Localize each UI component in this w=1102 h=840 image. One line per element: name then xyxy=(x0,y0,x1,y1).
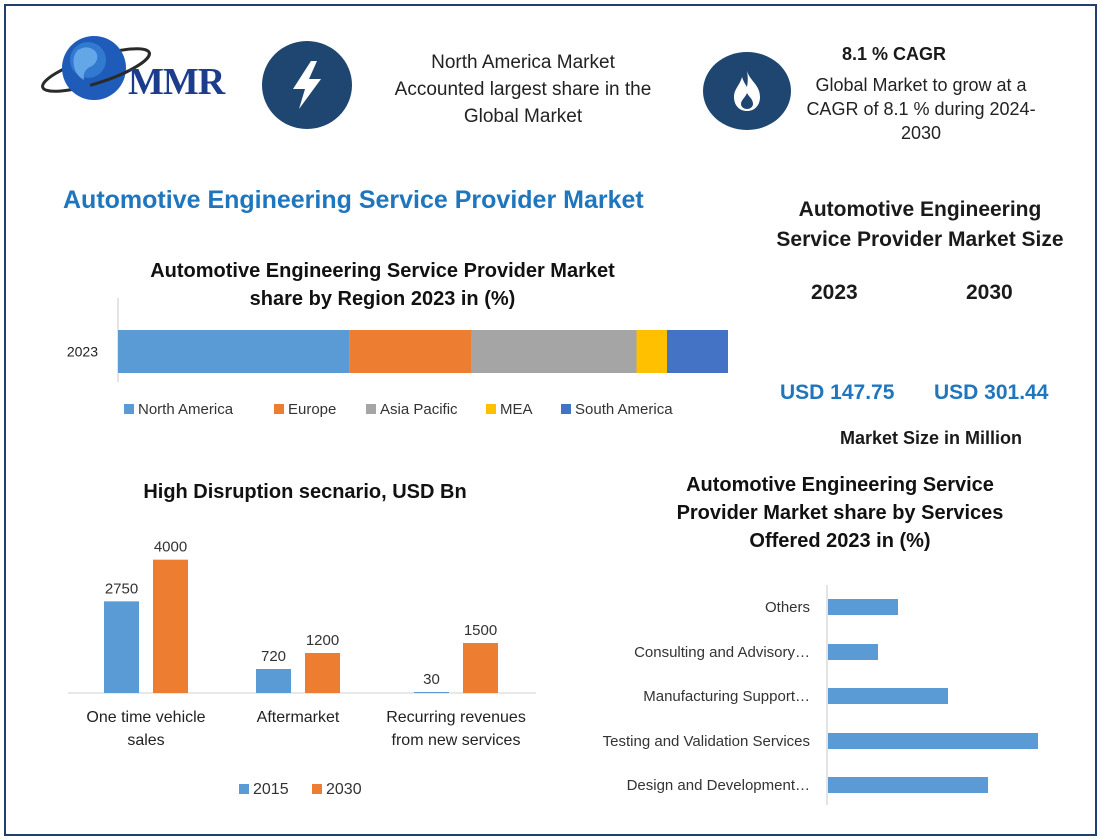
services-chart-title-line-2: Provider Market share by Services xyxy=(676,502,1004,524)
disruption-bar-2030 xyxy=(463,643,498,693)
region-category-label: 2023 xyxy=(67,344,98,360)
region-legend-swatch xyxy=(274,404,284,414)
services-chart-title-line-3: Offered 2023 in (%) xyxy=(749,530,931,552)
market-size-title-line-2: Service Provider Market Size xyxy=(776,228,1064,251)
region-share-chart: 2023 North America Europe Asia Pacific MEA So… xyxy=(67,298,728,418)
disruption-bar-2015 xyxy=(104,601,139,693)
cagr-title: 8.1 % CAGR xyxy=(841,44,947,64)
region-legend-label: Europe xyxy=(288,401,336,418)
region-legend-swatch xyxy=(366,404,376,414)
region-chart-title-line-2: share by Region 2023 in (%) xyxy=(249,288,516,310)
services-category-label: Consulting and Advisory… xyxy=(634,644,810,661)
services-category-label: Others xyxy=(765,599,810,616)
services-chart-title-line-1: Automotive Engineering Service xyxy=(686,474,994,496)
disruption-chart-title: High Disruption secnario, USD Bn xyxy=(143,481,467,503)
flame-icon xyxy=(703,52,791,130)
services-share-chart: Others Consulting and Advisory… Manufactur… xyxy=(603,585,1038,805)
market-size-value-2023: USD 147.75 xyxy=(780,381,895,404)
services-category-label: Design and Development… xyxy=(627,777,810,794)
region-legend-swatch xyxy=(486,404,496,414)
highlight-line-2: Accounted largest share in the xyxy=(394,79,652,100)
region-legend-label: MEA xyxy=(500,401,533,418)
market-size-title: Automotive Engineering Service Provider … xyxy=(760,195,1080,255)
services-bar xyxy=(828,733,1038,749)
disruption-bar-2015 xyxy=(256,669,291,693)
globe-logo-icon xyxy=(41,36,151,100)
market-size-title-line-1: Automotive Engineering xyxy=(798,198,1042,221)
lightning-bolt-icon xyxy=(262,41,352,129)
main-title: Automotive Engineering Service Provider … xyxy=(63,186,644,214)
disruption-data-label: 720 xyxy=(261,648,286,665)
market-size-year-2023: 2023 xyxy=(811,281,858,304)
services-bar xyxy=(828,688,948,704)
region-legend-swatch xyxy=(561,404,571,414)
market-size-unit-note: Market Size in Million xyxy=(840,428,1023,448)
disruption-chart: 2750 4000 One time vehicle sales 720 1200 Afte… xyxy=(68,539,536,798)
market-size-value-2030: USD 301.44 xyxy=(934,381,1049,404)
region-legend-label: South America xyxy=(575,401,673,418)
disruption-bar-2030 xyxy=(305,653,340,693)
cagr-description: Global Market to grow at a CAGR of 8.1 %… xyxy=(790,73,1052,145)
disruption-category-label: One time vehicle xyxy=(86,709,205,726)
disruption-bar-2015 xyxy=(414,692,449,693)
region-bar-segment-asia-pacific xyxy=(471,330,637,373)
disruption-category-label: Recurring revenues xyxy=(386,709,526,726)
disruption-legend-swatch xyxy=(312,784,322,794)
region-legend-label: North America xyxy=(138,401,234,418)
infographic-frame xyxy=(4,4,1097,836)
disruption-data-label: 30 xyxy=(423,671,440,688)
services-bar xyxy=(828,599,898,615)
highlight-line-1: North America Market xyxy=(431,52,615,73)
services-category-label: Testing and Validation Services xyxy=(603,733,810,750)
services-bar xyxy=(828,644,878,660)
disruption-legend-swatch xyxy=(239,784,249,794)
region-bar-segment-europe xyxy=(349,330,472,373)
disruption-data-label: 2750 xyxy=(105,580,138,597)
disruption-data-label: 4000 xyxy=(154,539,187,556)
region-chart-title: Automotive Engineering Service Provider … xyxy=(120,257,645,313)
disruption-legend-label: 2030 xyxy=(326,781,362,798)
disruption-category-label: from new services xyxy=(392,732,521,749)
region-legend-swatch xyxy=(124,404,134,414)
cagr-line-3: 2030 xyxy=(900,123,942,143)
highlight-line-3: Global Market xyxy=(463,106,583,127)
cagr-line-2: CAGR of 8.1 % during 2024- xyxy=(806,99,1036,119)
region-chart-title-line-1: Automotive Engineering Service Provider … xyxy=(150,260,615,282)
services-chart-title: Automotive Engineering Service Provider … xyxy=(640,471,1040,555)
region-highlight-text: North America Market Accounted largest s… xyxy=(372,49,674,130)
cagr-line-1: Global Market to grow at a xyxy=(815,75,1027,95)
region-bar-segment-mea xyxy=(636,330,667,373)
disruption-category-label: Aftermarket xyxy=(257,709,340,726)
mmr-logo xyxy=(38,30,238,112)
market-size-year-2030: 2030 xyxy=(966,281,1013,304)
disruption-data-label: 1500 xyxy=(464,622,497,639)
region-bar-segment-south-america xyxy=(667,330,728,373)
disruption-data-label: 1200 xyxy=(306,632,339,649)
region-bar-segment-north-america xyxy=(118,330,350,373)
disruption-category-label: sales xyxy=(127,732,164,749)
region-legend-label: Asia Pacific xyxy=(380,401,458,418)
disruption-bar-2030 xyxy=(153,559,188,693)
services-bar xyxy=(828,777,988,793)
services-category-label: Manufacturing Support… xyxy=(643,688,810,705)
logo-text: MMR xyxy=(128,61,225,103)
disruption-legend-label: 2015 xyxy=(253,781,289,798)
